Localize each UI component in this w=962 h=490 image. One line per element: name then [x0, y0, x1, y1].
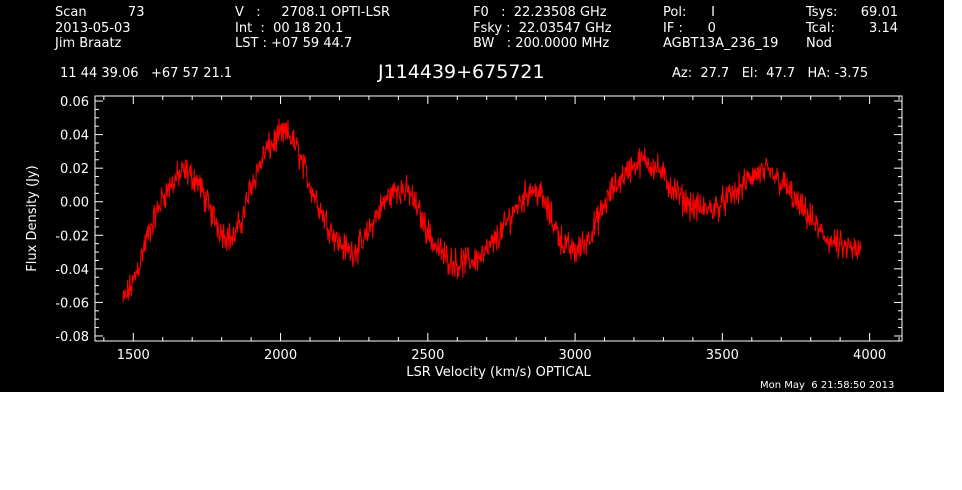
x-tick-label: 2000	[264, 348, 297, 363]
spectrum-trace	[122, 118, 862, 303]
y-tick-label: -0.02	[55, 229, 89, 244]
az-el-ha: Az: 27.7 El: 47.7 HA: -3.75	[672, 66, 869, 81]
x-tick-label: 4000	[853, 348, 886, 363]
y-tick-label: -0.04	[55, 263, 89, 278]
x-tick-label: 1500	[117, 348, 150, 363]
header-integration: Int : 00 18 20.1	[235, 21, 344, 36]
header-pol: Pol: I	[663, 5, 715, 20]
header-project: AGBT13A_236_19	[663, 36, 779, 51]
header-date: 2013-05-03	[55, 21, 131, 36]
x-tick-label: 2500	[411, 348, 444, 363]
x-tick-label: 3500	[706, 348, 739, 363]
y-tick-label: -0.08	[55, 330, 89, 345]
y-tick-label: 0.06	[60, 95, 89, 110]
y-axis-label: Flux Density (Jy)	[25, 165, 40, 271]
header-velocity: V : 2708.1 OPTI-LSR	[235, 5, 391, 20]
x-tick-label: 3000	[559, 348, 592, 363]
y-tick-label: -0.06	[55, 296, 89, 311]
y-tick-label: 0.02	[60, 162, 89, 177]
source-coordinates: 11 44 39.06 +67 57 21.1	[60, 66, 233, 81]
header-lst: LST : +07 59 44.7	[235, 36, 353, 51]
plot-panel: Scan 73 2013-05-03 Jim Braatz V : 2708.1…	[0, 0, 944, 392]
header-tcal-label: Tcal:	[806, 21, 835, 36]
header-tsys-label: Tsys:	[806, 5, 838, 20]
header-tsys-value: 69.01	[860, 5, 898, 20]
x-axis-label: LSR Velocity (km/s) OPTICAL	[406, 365, 591, 380]
header-observer: Jim Braatz	[55, 36, 122, 51]
y-tick-label: 0.04	[60, 129, 89, 144]
plot-timestamp: Mon May 6 21:58:50 2013	[760, 380, 895, 391]
header-scan: Scan 73	[55, 5, 145, 20]
y-tick-label: 0.00	[60, 196, 89, 211]
header-f0: F0 : 22.23508 GHz	[473, 5, 607, 20]
spectrum-chart: 1500 2000 2500 3000 3500 4000 -0.08 -0.06 -0.04 -…	[25, 95, 903, 380]
source-name: J114439+675721	[378, 61, 545, 83]
header-bw: BW : 200.0000 MHz	[473, 36, 610, 51]
header-tcal-value: 3.14	[869, 21, 898, 36]
header-nod: Nod	[806, 36, 832, 51]
header-fsky: Fsky : 22.03547 GHz	[473, 21, 612, 36]
header-if: IF : 0	[663, 21, 716, 36]
